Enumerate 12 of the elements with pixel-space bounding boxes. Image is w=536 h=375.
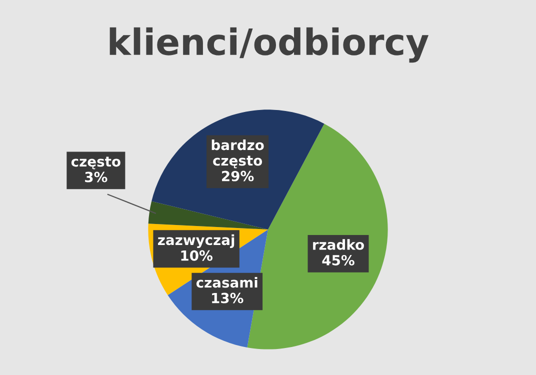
data-label: 45% [322, 254, 354, 266]
slice-label: rzadko [313, 239, 364, 250]
chart-title: klienci/odbiorcy [110, 27, 429, 63]
data-label: 10% [181, 250, 212, 261]
data-label: 13% [212, 292, 244, 304]
data-label: 29% [222, 170, 254, 182]
data-label: 3% [85, 172, 108, 182]
slice-label: zazwyczaj [158, 234, 234, 248]
slice-label: często [71, 156, 120, 170]
slice-label: bardzo często [212, 139, 264, 168]
pie-slice [148, 201, 268, 230]
slice-label: czasami [196, 277, 258, 288]
